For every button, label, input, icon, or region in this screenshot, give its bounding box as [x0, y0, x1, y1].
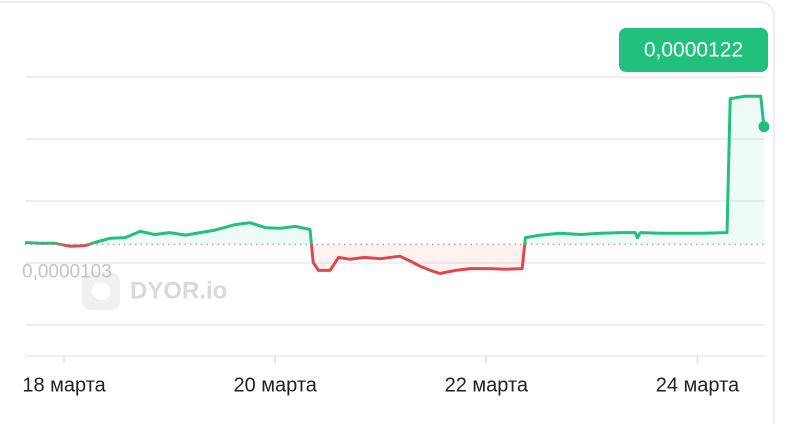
x-tick-label: 20 марта: [233, 374, 317, 396]
watermark: DYOR.io: [130, 277, 227, 304]
area-down: [25, 244, 764, 274]
line-down: [33, 244, 527, 275]
x-tick-label: 24 марта: [656, 374, 740, 396]
baseline-label: 0,0000103: [22, 261, 112, 282]
line-up: [24, 94, 766, 245]
watermark-logo: [82, 272, 120, 310]
x-tick-label: 18 марта: [22, 374, 106, 396]
card: [0, 1, 775, 424]
price-badge: [619, 28, 768, 72]
price-label: 0,0000122: [644, 39, 743, 62]
last-point: [758, 121, 770, 133]
x-tick-label: 22 марта: [445, 374, 529, 396]
